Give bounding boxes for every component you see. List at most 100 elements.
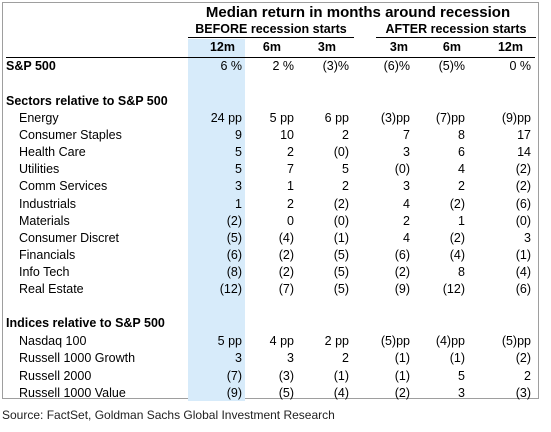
value-cell: (6)%	[383, 59, 410, 73]
table-row: Health Care 5 2 (0) 3 6 14	[0, 144, 551, 161]
table-row: Russell 1000 Growth 3 3 2 (1) (1) (2)	[0, 350, 551, 367]
value-cell: (1)	[449, 351, 465, 366]
value-cell: (12)	[219, 282, 242, 296]
value-cell: (4)	[515, 264, 531, 279]
value-cell: 5	[235, 145, 242, 160]
value-cell: 10	[280, 128, 294, 143]
value-cell: 2	[524, 368, 531, 383]
value-cell: 24 pp	[210, 111, 242, 125]
table-row: Energy 24 pp 5 pp 6 pp (3)pp (7)pp (9)pp	[0, 110, 551, 127]
value-cell: 6	[458, 145, 465, 160]
column-header: 12m	[209, 40, 235, 54]
value-cell: (3)	[515, 385, 531, 400]
value-cell: (6)	[226, 247, 242, 262]
value-cell: (0)	[333, 213, 349, 228]
row-label: Russell 2000	[19, 368, 92, 383]
value-cell: (8)	[226, 264, 242, 279]
value-cell: (3)pp	[380, 111, 410, 125]
value-cell: 3	[235, 351, 242, 366]
header-rule	[6, 57, 535, 58]
value-cell: 0 %	[509, 59, 531, 73]
value-cell: (5)	[226, 230, 242, 245]
row-label: Health Care	[19, 145, 86, 160]
value-cell: (3)	[278, 368, 294, 383]
sectors-section-title: Sectors relative to S&P 500	[6, 94, 168, 108]
value-cell: (2)	[394, 385, 410, 400]
value-cell: 1	[287, 179, 294, 194]
row-label: Consumer Staples	[19, 128, 122, 143]
row-label: Industrials	[19, 196, 76, 211]
value-cell: 4	[458, 162, 465, 177]
value-cell: 2 pp	[324, 334, 349, 348]
before-group-header: BEFORE recession starts	[188, 22, 354, 38]
value-cell: 2	[342, 128, 349, 143]
value-cell: 2	[342, 351, 349, 366]
table-row: Real Estate (12) (7) (5) (9) (12) (6)	[0, 281, 551, 298]
value-cell: 5	[235, 162, 242, 177]
value-cell: 6 %	[220, 59, 242, 73]
row-label: Consumer Discret	[19, 230, 120, 245]
table-row: Nasdaq 100 5 pp 4 pp 2 pp (5)pp (4)pp (5)pp	[0, 333, 551, 350]
value-cell: 1	[458, 213, 465, 228]
row-label: Nasdaq 100	[19, 334, 87, 348]
value-cell: (4)	[333, 385, 349, 400]
column-header: 6m	[442, 40, 461, 54]
value-cell: 0	[287, 213, 294, 228]
value-cell: (6)	[515, 282, 531, 296]
value-cell: (9)pp	[501, 111, 531, 125]
value-cell: 9	[235, 128, 242, 143]
value-cell: (0)	[515, 213, 531, 228]
value-cell: (9)	[226, 385, 242, 400]
value-cell: (1)	[333, 368, 349, 383]
value-cell: 17	[517, 128, 531, 143]
value-cell: (12)	[442, 282, 465, 296]
table-row: Materials (2) 0 (0) 2 1 (0)	[0, 213, 551, 230]
value-cell: (6)	[394, 247, 410, 262]
value-cell: 4	[403, 196, 410, 211]
value-cell: 4 pp	[269, 334, 294, 348]
column-header: 6m	[262, 40, 281, 54]
value-cell: 2	[342, 179, 349, 194]
table-row: Russell 2000 (7) (3) (1) (1) 5 2	[0, 368, 551, 385]
value-cell: 3	[287, 351, 294, 366]
value-cell: (2)	[278, 247, 294, 262]
column-header: 3m	[389, 40, 408, 54]
indices-section-title: Indices relative to S&P 500	[6, 316, 165, 330]
value-cell: 5	[458, 368, 465, 383]
after-group-header: AFTER recession starts	[376, 22, 536, 38]
table-row: Consumer Discret (5) (4) (1) 4 (2) 3	[0, 230, 551, 247]
table-row: Industrials 1 2 (2) 4 (2) (6)	[0, 196, 551, 213]
value-cell: (2)	[226, 213, 242, 228]
row-label: Info Tech	[19, 264, 70, 279]
row-label: Real Estate	[19, 282, 84, 296]
value-cell: 2	[403, 213, 410, 228]
value-cell: (1)	[394, 368, 410, 383]
table-title: Median return in months around recession	[205, 4, 511, 21]
value-cell: (5)	[333, 247, 349, 262]
row-label: Comm Services	[19, 179, 108, 194]
value-cell: (6)	[515, 196, 531, 211]
row-label: Utilities	[19, 162, 60, 177]
value-cell: 1	[235, 196, 242, 211]
value-cell: 6 pp	[324, 111, 349, 125]
value-cell: (2)	[333, 196, 349, 211]
row-label: Materials	[19, 213, 70, 228]
value-cell: 7	[287, 162, 294, 177]
row-label: Russell 1000 Growth	[19, 351, 136, 366]
column-header: 12m	[497, 40, 523, 54]
value-cell: 3	[235, 179, 242, 194]
table-row: Consumer Staples 9 10 2 7 8 17	[0, 127, 551, 144]
column-highlight	[188, 39, 245, 401]
table-row: Russell 1000 Value (9) (5) (4) (2) 3 (3)	[0, 385, 551, 402]
value-cell: (2)	[515, 179, 531, 194]
value-cell: 4	[403, 230, 410, 245]
value-cell: (7)pp	[435, 111, 465, 125]
value-cell: 3	[524, 230, 531, 245]
table-row: Utilities 5 7 5 (0) 4 (2)	[0, 161, 551, 178]
row-label: Russell 1000 Value	[19, 385, 126, 400]
value-cell: (1)	[394, 351, 410, 366]
value-cell: (2)	[278, 264, 294, 279]
value-cell: (0)	[333, 145, 349, 160]
value-cell: (1)	[333, 230, 349, 245]
value-cell: (5)%	[438, 59, 465, 73]
